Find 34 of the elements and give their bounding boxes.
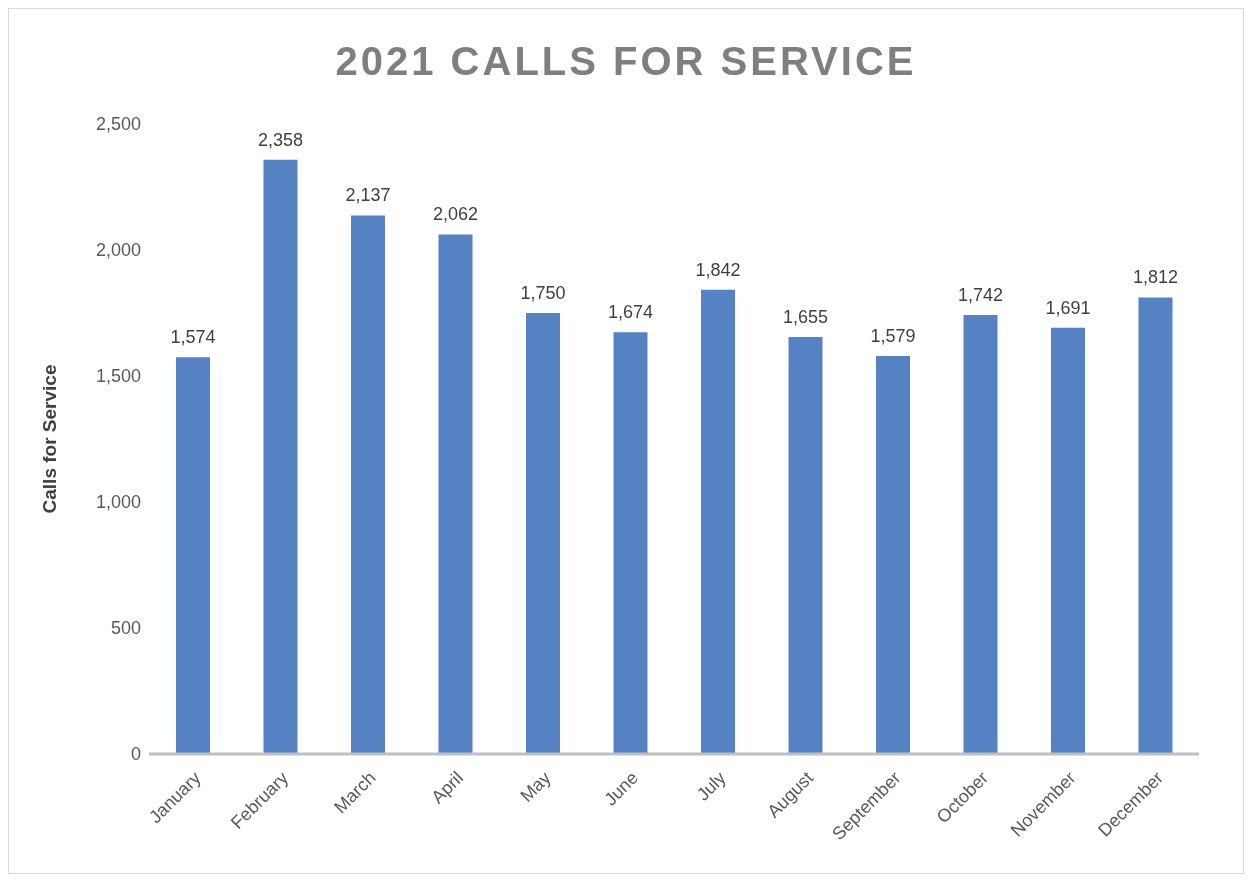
data-label: 2,358 [257,129,304,150]
data-label: 1,579 [870,326,916,347]
data-label: 1,812 [1132,267,1179,288]
data-label: 1,842 [695,259,741,280]
bar [701,289,735,754]
bar [963,315,998,754]
bar [263,159,298,754]
bar [1138,297,1173,754]
y-axis-title: Calls for Service [38,364,60,514]
y-tick-label: 0 [130,744,141,765]
bar [438,234,473,754]
bar [176,357,210,754]
y-tick-label: 1,000 [95,492,141,513]
bar [876,356,910,754]
y-tick-label: 2,500 [95,114,141,135]
chart-title: 2021 CALLS FOR SERVICE [334,39,918,84]
bar [788,336,823,754]
bar [613,332,648,754]
data-label: 1,655 [782,306,829,327]
y-tick-label: 1,500 [95,366,141,387]
bar [526,313,560,754]
data-label: 2,062 [432,204,479,225]
y-tick-label: 500 [110,618,141,639]
data-label: 1,742 [957,285,1004,306]
x-tick-label: July [692,767,730,805]
bar [1051,327,1085,754]
data-label: 1,674 [607,302,654,323]
x-tick-label: May [516,767,555,806]
data-label: 1,574 [170,327,216,348]
data-label: 1,750 [520,283,566,303]
data-label: 1,691 [1045,297,1091,318]
y-tick-label: 2,000 [95,240,141,261]
data-label: 2,137 [345,185,391,206]
bar [351,215,385,754]
